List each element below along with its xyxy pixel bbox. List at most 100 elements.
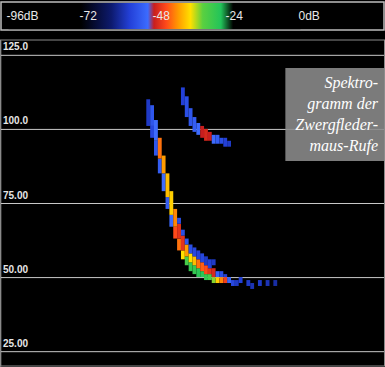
cell <box>158 159 162 174</box>
annotation-text: Spektro-gramm der Zwergfleder-maus-Rufe <box>295 74 378 155</box>
plot-frame <box>1 40 385 366</box>
cell <box>189 244 193 253</box>
annotation-box <box>285 68 385 161</box>
y-tick: 50.00 <box>0 264 385 278</box>
cell <box>223 138 227 147</box>
cell <box>204 256 208 265</box>
cell <box>181 236 185 251</box>
cell <box>227 277 231 283</box>
cell <box>189 108 193 126</box>
chart: -96dB-72-48-240dB25.0050.0075.00100.0125… <box>0 0 385 367</box>
cell <box>250 283 254 289</box>
grid-line <box>0 203 385 204</box>
cell <box>227 141 231 147</box>
colorbar-tick-label: -48 <box>153 9 171 23</box>
annotation-line: maus-Rufe <box>310 137 378 155</box>
cell <box>212 259 216 265</box>
cell <box>266 280 270 286</box>
grid-line <box>0 277 385 278</box>
cell <box>181 250 185 259</box>
cell <box>219 271 223 277</box>
y-axis: 25.00 50.00 75.00 100.0 125.0 <box>0 41 385 367</box>
cell <box>162 173 166 191</box>
cell <box>146 99 150 126</box>
annotation-line: Zwergfleder- <box>295 116 378 134</box>
y-tick: 25.00 <box>0 338 385 352</box>
cells <box>146 87 277 289</box>
colorbar-tick-label: -96dB <box>7 9 39 23</box>
cell <box>258 280 262 286</box>
cell <box>177 224 181 239</box>
background <box>0 0 385 367</box>
colorbar-frame <box>1 2 384 30</box>
cell <box>223 274 227 277</box>
cell <box>235 280 239 286</box>
cell <box>166 173 170 197</box>
cell <box>246 280 250 286</box>
cell <box>177 239 181 251</box>
cell <box>223 277 227 283</box>
cell <box>185 96 189 117</box>
colorbar-tick: -96dB <box>7 9 39 29</box>
cell <box>196 123 200 135</box>
cell <box>204 274 208 280</box>
cell <box>200 253 204 262</box>
cell <box>193 265 197 274</box>
annotation-line: Spektro- <box>324 74 378 92</box>
cell <box>239 277 243 283</box>
colorbar-tick-label: 0dB <box>299 9 320 23</box>
cell <box>216 135 220 144</box>
cell <box>193 247 197 256</box>
colorbar-tick: -24 <box>226 9 244 29</box>
colorbar-axis-line <box>9 29 301 30</box>
colorbar-tick: 0dB <box>299 9 320 29</box>
cell <box>189 262 193 271</box>
y-tick-label: 125.0 <box>3 41 28 52</box>
y-tick-label: 75.00 <box>3 190 28 201</box>
cell <box>208 268 212 274</box>
cell <box>185 239 189 245</box>
cell <box>204 129 208 141</box>
cell <box>185 244 189 256</box>
y-tick: 75.00 <box>0 190 385 204</box>
cell <box>193 117 197 132</box>
colorbar <box>8 3 300 29</box>
cell <box>196 268 200 277</box>
grid-line <box>0 351 385 352</box>
cell <box>204 265 208 274</box>
cell <box>200 271 204 277</box>
cell <box>219 138 223 144</box>
cell <box>154 141 158 156</box>
cell <box>166 197 170 209</box>
annotation-line: gramm der <box>307 95 378 113</box>
cell <box>200 126 204 138</box>
cell <box>212 277 216 283</box>
cell <box>208 274 212 280</box>
y-tick-label: 25.00 <box>3 338 28 349</box>
cell <box>173 209 177 227</box>
cell <box>150 126 154 138</box>
cell <box>158 138 162 159</box>
y-tick-label: 50.00 <box>3 264 28 275</box>
cell <box>162 156 166 174</box>
cell <box>173 227 177 239</box>
y-tick: 125.0 <box>0 41 385 55</box>
cell <box>193 256 197 265</box>
y-tick-label: 100.0 <box>3 115 28 126</box>
cell <box>208 132 212 141</box>
cell <box>212 135 216 144</box>
cell <box>177 218 181 224</box>
cell <box>212 268 216 277</box>
annotation: Spektro-gramm der Zwergfleder-maus-Rufe <box>285 68 385 161</box>
cell <box>219 277 223 283</box>
cell <box>154 120 158 141</box>
cell <box>216 271 220 277</box>
cell <box>169 191 173 215</box>
cell <box>196 250 200 259</box>
cell <box>273 280 277 286</box>
cell <box>231 280 235 286</box>
cell <box>169 215 173 227</box>
cell <box>185 256 189 265</box>
colorbar-tick: -48 <box>153 9 171 29</box>
cell <box>208 259 212 268</box>
